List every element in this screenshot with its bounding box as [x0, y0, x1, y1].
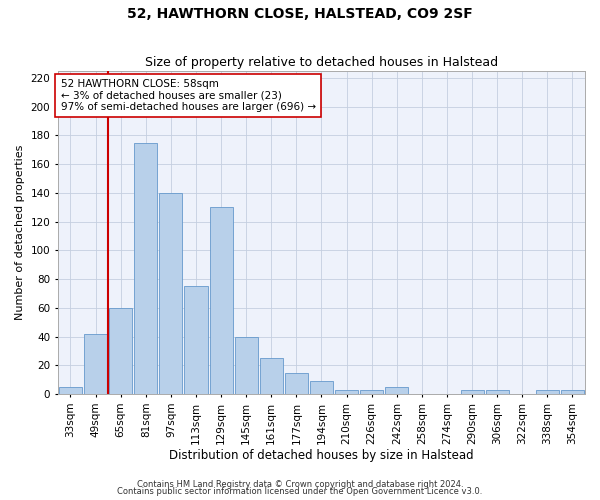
Bar: [134, 142, 157, 394]
Text: 52 HAWTHORN CLOSE: 58sqm
← 3% of detached houses are smaller (23)
97% of semi-de: 52 HAWTHORN CLOSE: 58sqm ← 3% of detache…: [61, 79, 316, 112]
Bar: [260, 358, 283, 394]
Bar: [59, 387, 82, 394]
Bar: [461, 390, 484, 394]
Bar: [536, 390, 559, 394]
Bar: [209, 208, 233, 394]
X-axis label: Distribution of detached houses by size in Halstead: Distribution of detached houses by size …: [169, 450, 474, 462]
Text: Contains HM Land Registry data © Crown copyright and database right 2024.: Contains HM Land Registry data © Crown c…: [137, 480, 463, 489]
Bar: [385, 387, 409, 394]
Bar: [335, 390, 358, 394]
Bar: [235, 336, 258, 394]
Bar: [84, 334, 107, 394]
Text: Contains public sector information licensed under the Open Government Licence v3: Contains public sector information licen…: [118, 487, 482, 496]
Bar: [485, 390, 509, 394]
Text: 52, HAWTHORN CLOSE, HALSTEAD, CO9 2SF: 52, HAWTHORN CLOSE, HALSTEAD, CO9 2SF: [127, 8, 473, 22]
Y-axis label: Number of detached properties: Number of detached properties: [15, 144, 25, 320]
Bar: [561, 390, 584, 394]
Bar: [160, 193, 182, 394]
Bar: [360, 390, 383, 394]
Title: Size of property relative to detached houses in Halstead: Size of property relative to detached ho…: [145, 56, 498, 70]
Bar: [109, 308, 132, 394]
Bar: [285, 372, 308, 394]
Bar: [184, 286, 208, 394]
Bar: [310, 381, 333, 394]
